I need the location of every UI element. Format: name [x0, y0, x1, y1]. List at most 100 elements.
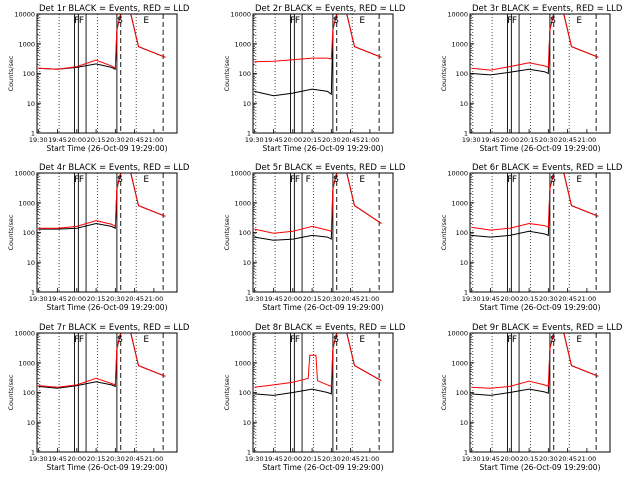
- series-line: [38, 172, 166, 229]
- annotation-letter: F: [512, 335, 517, 345]
- y-tick-label: 10: [243, 419, 251, 427]
- series-line: [38, 13, 166, 70]
- x-tick-label: 19:30: [462, 295, 481, 303]
- annotation-letter: F: [74, 335, 79, 345]
- annotation-letter: E: [359, 335, 365, 345]
- y-tick-label: 100: [23, 229, 35, 237]
- y-tick-label: 1: [31, 289, 35, 297]
- x-tick-label: 20:15: [520, 295, 539, 303]
- x-tick-label: 21:00: [578, 295, 597, 303]
- x-axis-label: Start Time (26-Oct-09 19:29:00): [262, 303, 383, 312]
- x-tick-label: 19:30: [462, 136, 481, 144]
- x-axis-label: Start Time (26-Oct-09 19:29:00): [46, 463, 167, 472]
- y-tick-label: 10000: [447, 330, 468, 338]
- x-tick-label: 19:30: [29, 136, 48, 144]
- annotation-letter: E: [143, 175, 149, 185]
- annotation-letter: E: [576, 175, 582, 185]
- annotation-letter: S: [333, 16, 339, 26]
- x-tick-label: 19:45: [481, 295, 500, 303]
- x-tick-label: 19:45: [481, 455, 500, 463]
- y-tick-label: 10: [27, 259, 35, 267]
- annotation-letter: F: [79, 335, 84, 345]
- panel-title: Det 5r BLACK = Events, RED = LLD: [255, 163, 406, 173]
- annotation-letter: S: [117, 16, 123, 26]
- annotation-letter: E: [576, 335, 582, 345]
- y-axis-label: Counts/sec: [440, 55, 448, 91]
- annotation-letter: S: [550, 175, 556, 185]
- panel-frame: [469, 332, 611, 453]
- x-tick-label: 20:45: [558, 295, 577, 303]
- y-tick-label: 1: [464, 289, 468, 297]
- y-tick-label: 10000: [14, 330, 35, 338]
- x-tick-label: 21:00: [578, 455, 597, 463]
- annotation-letter: S: [550, 335, 556, 345]
- annotation-letter: F: [290, 175, 295, 185]
- panel-title: Det 2r BLACK = Events, RED = LLD: [255, 4, 406, 14]
- y-tick-label: 10000: [14, 11, 35, 19]
- x-tick-label: 21:00: [145, 295, 164, 303]
- y-tick-label: 1: [31, 449, 35, 457]
- panel-frame: [469, 13, 611, 134]
- y-tick-label: 1000: [18, 359, 35, 367]
- x-tick-label: 20:30: [539, 136, 558, 144]
- x-axis-label: Start Time (26-Oct-09 19:29:00): [262, 463, 383, 472]
- y-tick-label: 1: [247, 289, 251, 297]
- x-tick-label: 20:30: [539, 295, 558, 303]
- x-tick-label: 20:00: [283, 455, 302, 463]
- annotation-letter: F: [512, 175, 517, 185]
- x-tick-label: 20:30: [106, 136, 125, 144]
- x-tick-label: 20:15: [303, 136, 322, 144]
- panel-title: Det 1r BLACK = Events, RED = LLD: [39, 4, 190, 14]
- annotation-letter: F: [79, 16, 84, 26]
- series-line: [254, 13, 382, 63]
- y-tick-label: 10: [243, 100, 251, 108]
- detector-panel: Det 6r BLACK = Events, RED = LLD Counts/s…: [440, 163, 623, 312]
- x-tick-label: 19:30: [245, 136, 264, 144]
- y-tick-label: 1000: [234, 40, 251, 48]
- y-tick-label: 1: [464, 130, 468, 138]
- x-tick-label: 21:00: [361, 455, 380, 463]
- y-tick-label: 100: [23, 70, 35, 78]
- panel-title: Det 8r BLACK = Events, RED = LLD: [255, 323, 406, 333]
- y-tick-label: 100: [239, 389, 251, 397]
- x-tick-label: 20:30: [539, 455, 558, 463]
- x-tick-label: 19:30: [29, 455, 48, 463]
- x-tick-label: 19:45: [481, 136, 500, 144]
- detector-panel: Det 9r BLACK = Events, RED = LLD Counts/s…: [440, 323, 623, 472]
- panel-frame: [36, 172, 178, 293]
- detector-panel: Det 7r BLACK = Events, RED = LLD Counts/s…: [7, 323, 190, 472]
- y-tick-label: 1000: [18, 40, 35, 48]
- y-tick-label: 10: [460, 100, 468, 108]
- x-tick-label: 21:00: [578, 136, 597, 144]
- series-line: [471, 172, 599, 231]
- x-tick-label: 20:15: [520, 455, 539, 463]
- x-tick-label: 19:45: [264, 455, 283, 463]
- y-tick-label: 10: [27, 419, 35, 427]
- x-tick-label: 20:45: [558, 455, 577, 463]
- panel-title: Det 6r BLACK = Events, RED = LLD: [472, 163, 623, 173]
- x-tick-label: 20:45: [341, 295, 360, 303]
- y-tick-label: 1000: [451, 359, 468, 367]
- x-tick-label: 20:45: [125, 295, 144, 303]
- y-tick-label: 1000: [234, 359, 251, 367]
- y-axis-label: Counts/sec: [7, 214, 15, 250]
- x-axis-label: Start Time (26-Oct-09 19:29:00): [479, 463, 600, 472]
- x-tick-label: 19:30: [245, 455, 264, 463]
- y-axis-label: Counts/sec: [7, 374, 15, 410]
- annotation-letter: F: [306, 175, 311, 185]
- x-tick-label: 20:45: [341, 136, 360, 144]
- x-tick-label: 19:45: [48, 295, 67, 303]
- y-tick-label: 1: [464, 449, 468, 457]
- detector-panel: Det 8r BLACK = Events, RED = LLD Counts/s…: [223, 323, 406, 472]
- y-tick-label: 100: [239, 229, 251, 237]
- y-tick-label: 10000: [230, 330, 251, 338]
- x-tick-label: 20:00: [500, 455, 519, 463]
- panel-frame: [36, 332, 178, 453]
- annotation-letter: F: [512, 16, 517, 26]
- y-tick-label: 100: [456, 70, 468, 78]
- annotation-letter: F: [295, 16, 300, 26]
- y-tick-label: 1: [247, 449, 251, 457]
- x-tick-label: 20:00: [67, 295, 86, 303]
- y-tick-label: 1000: [451, 199, 468, 207]
- x-tick-label: 20:15: [520, 136, 539, 144]
